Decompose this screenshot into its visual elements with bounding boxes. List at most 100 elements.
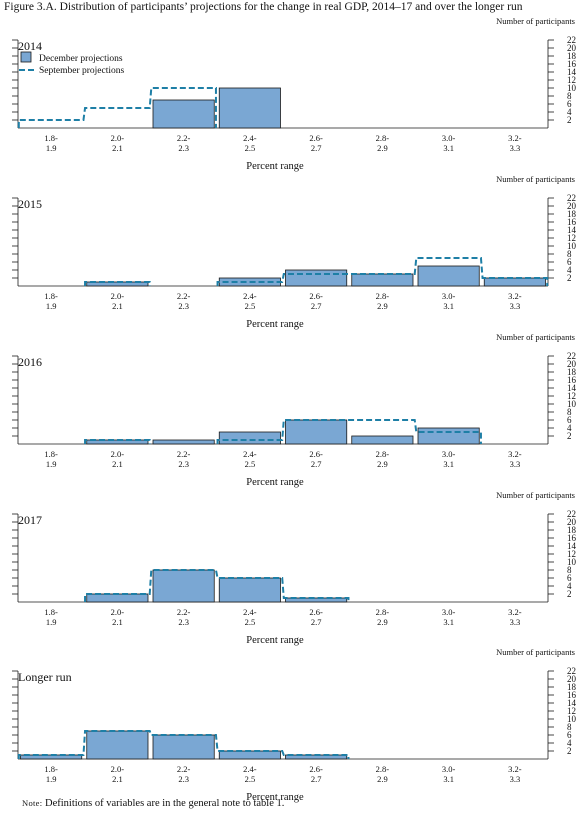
y-tick-label: 20 <box>567 359 577 369</box>
y-tick-label: 10 <box>567 83 577 93</box>
y-tick-label: 8 <box>567 722 572 732</box>
december-bar <box>218 577 281 603</box>
december-bar <box>86 730 149 760</box>
y-tick-label: 16 <box>567 59 577 69</box>
x-axis-label: Percent range <box>246 635 304 646</box>
x-tick-label: 1.8-1.9 <box>44 133 58 153</box>
legend-label-december: December projections <box>39 54 123 64</box>
x-tick-label: 2.0-2.1 <box>111 607 125 627</box>
y-tick-label: 4 <box>567 738 572 748</box>
x-tick-label: 2.6-2.7 <box>309 449 323 469</box>
panel-title: Longer run <box>18 670 72 684</box>
y-tick-label: 22 <box>567 509 576 519</box>
y-tick-label: 18 <box>567 209 577 219</box>
footnote-label: Note: <box>22 798 43 808</box>
december-bar <box>218 431 281 445</box>
x-tick-label: 2.6-2.7 <box>309 607 323 627</box>
y-tick-label: 14 <box>567 541 577 551</box>
y-tick-label: 6 <box>567 415 572 425</box>
x-tick-label: 2.2-2.3 <box>177 764 191 784</box>
december-bar <box>218 750 281 760</box>
x-tick-label: 2.8-2.9 <box>376 607 390 627</box>
x-tick-label: 3.0-3.1 <box>442 764 456 784</box>
x-tick-label: 3.0-3.1 <box>442 133 456 153</box>
y-tick-label: 14 <box>567 225 577 235</box>
chart-panel: Number of participants 2016 24681012141618… <box>12 332 577 488</box>
x-tick-label: 2.4-2.5 <box>243 764 257 784</box>
y-tick-label: 16 <box>567 375 577 385</box>
x-tick-label: 1.8-1.9 <box>44 764 58 784</box>
y-axis-label: Number of participants <box>496 16 575 26</box>
x-tick-label: 2.4-2.5 <box>243 133 257 153</box>
december-bar <box>86 593 149 603</box>
y-tick-label: 4 <box>567 265 572 275</box>
y-tick-label: 20 <box>567 674 577 684</box>
y-axis-label: Number of participants <box>496 647 575 657</box>
y-tick-label: 14 <box>567 383 577 393</box>
x-tick-label: 3.0-3.1 <box>442 607 456 627</box>
chart-panel: Number of participants 2017 24681012141618… <box>12 490 577 646</box>
x-axis-label: Percent range <box>246 319 304 330</box>
x-axis-label: Percent range <box>246 792 304 803</box>
y-tick-label: 12 <box>567 549 576 559</box>
december-bar <box>351 273 414 287</box>
x-tick-label: 2.8-2.9 <box>376 764 390 784</box>
december-bar <box>351 435 414 445</box>
y-tick-label: 10 <box>567 399 577 409</box>
y-tick-label: 20 <box>567 43 577 53</box>
y-axis-label: Number of participants <box>496 174 575 184</box>
y-tick-label: 20 <box>567 517 577 527</box>
y-tick-label: 22 <box>567 193 576 203</box>
panel-title: 2014 <box>18 39 42 53</box>
footnote: Note: Definitions of variables are in th… <box>22 798 284 809</box>
y-tick-label: 18 <box>567 367 577 377</box>
y-tick-label: 12 <box>567 75 576 85</box>
y-tick-label: 2 <box>567 746 572 756</box>
chart-panel: Number of participants 2014 24681012141618… <box>12 16 577 172</box>
x-tick-label: 2.6-2.7 <box>309 764 323 784</box>
y-tick-label: 8 <box>567 249 572 259</box>
x-tick-label: 2.8-2.9 <box>376 133 390 153</box>
y-tick-label: 6 <box>567 573 572 583</box>
december-bar <box>417 427 480 445</box>
y-axis-label: Number of participants <box>496 332 575 342</box>
x-tick-label: 3.2-3.3 <box>508 764 522 784</box>
x-tick-label: 2.0-2.1 <box>111 764 125 784</box>
panel-title: 2016 <box>18 355 42 369</box>
x-tick-label: 2.6-2.7 <box>309 291 323 311</box>
x-tick-label: 3.2-3.3 <box>508 449 522 469</box>
y-tick-label: 2 <box>567 273 572 283</box>
x-tick-label: 2.0-2.1 <box>111 133 125 153</box>
december-bar <box>417 265 480 287</box>
y-tick-label: 22 <box>567 351 576 361</box>
december-bar <box>285 419 348 445</box>
y-tick-label: 8 <box>567 91 572 101</box>
september-outline <box>84 569 350 602</box>
x-tick-label: 1.8-1.9 <box>44 607 58 627</box>
chart-panel: Number of participants 2015 24681012141618… <box>12 174 577 330</box>
y-tick-label: 22 <box>567 666 576 676</box>
december-bar <box>152 99 215 129</box>
panel-title: 2015 <box>18 197 42 211</box>
september-outline <box>17 87 217 128</box>
x-axis-label: Percent range <box>246 477 304 488</box>
y-tick-label: 20 <box>567 201 577 211</box>
panel-title: 2017 <box>18 513 42 527</box>
x-tick-label: 2.2-2.3 <box>177 449 191 469</box>
y-tick-label: 22 <box>567 35 576 45</box>
y-tick-label: 4 <box>567 107 572 117</box>
y-tick-label: 2 <box>567 589 572 599</box>
december-bar <box>285 269 348 287</box>
y-tick-label: 10 <box>567 557 577 567</box>
x-tick-label: 3.0-3.1 <box>442 449 456 469</box>
x-tick-label: 2.2-2.3 <box>177 291 191 311</box>
x-tick-label: 3.2-3.3 <box>508 291 522 311</box>
x-tick-label: 2.4-2.5 <box>243 291 257 311</box>
x-tick-label: 3.2-3.3 <box>508 607 522 627</box>
y-tick-label: 8 <box>567 407 572 417</box>
x-tick-label: 2.2-2.3 <box>177 133 191 153</box>
legend-swatch-december <box>20 51 32 63</box>
y-tick-label: 18 <box>567 525 577 535</box>
y-tick-label: 12 <box>567 233 576 243</box>
